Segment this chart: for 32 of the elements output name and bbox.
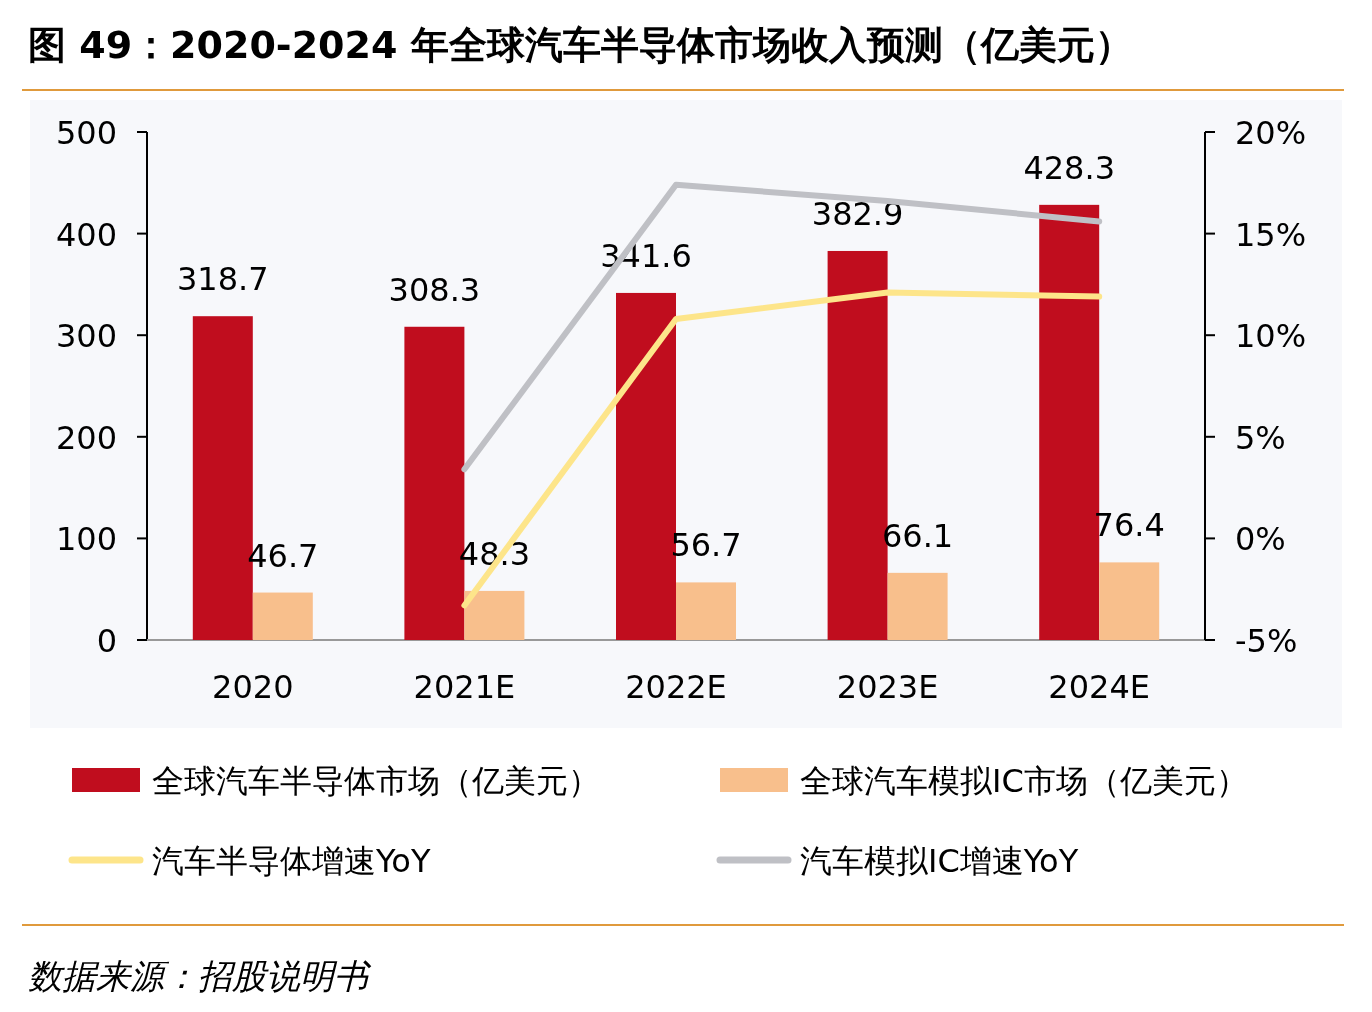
legend-label: 汽车模拟IC增速YoY xyxy=(800,842,1079,880)
x-tick-label: 2024E xyxy=(1048,668,1151,706)
y2-tick-label: 20% xyxy=(1235,114,1307,152)
legend-label: 全球汽车模拟IC市场（亿美元） xyxy=(800,762,1248,800)
data-label: 318.7 xyxy=(177,260,269,299)
y2-tick-label: 0% xyxy=(1235,520,1286,559)
bar xyxy=(464,590,525,640)
source-note: 数据来源：招股说明书 xyxy=(28,956,372,996)
y-tick-label: 100 xyxy=(55,520,117,559)
y-tick-label: 300 xyxy=(55,317,117,356)
x-tick-label: 2023E xyxy=(836,668,939,706)
data-label: 382.9 xyxy=(811,194,904,233)
y-tick-label: 200 xyxy=(55,418,117,457)
y-tick-label: 500 xyxy=(55,114,117,152)
y2-tick-label: 15% xyxy=(1235,215,1307,254)
legend-label: 汽车半导体增速YoY xyxy=(152,842,431,880)
bar xyxy=(1099,562,1160,640)
x-tick-label: 2020 xyxy=(212,668,294,706)
y2-tick-label: 5% xyxy=(1235,418,1286,457)
data-label: 428.3 xyxy=(1023,148,1115,187)
x-tick-label: 2021E xyxy=(413,668,516,706)
legend-label: 全球汽车半导体市场（亿美元） xyxy=(152,762,600,800)
chart-title: 图 49：2020-2024 年全球汽车半导体市场收入预测（亿美元） xyxy=(28,23,1133,67)
y-tick-label: 0 xyxy=(96,622,117,660)
bar xyxy=(252,592,313,640)
x-tick-label: 2022E xyxy=(625,668,727,706)
y-tick-label: 400 xyxy=(55,215,117,254)
bar xyxy=(676,582,736,640)
y2-tick-label: 10% xyxy=(1235,317,1307,356)
data-label: 308.3 xyxy=(388,270,481,309)
y2-tick-label: -5% xyxy=(1235,622,1298,660)
bar xyxy=(887,572,948,640)
